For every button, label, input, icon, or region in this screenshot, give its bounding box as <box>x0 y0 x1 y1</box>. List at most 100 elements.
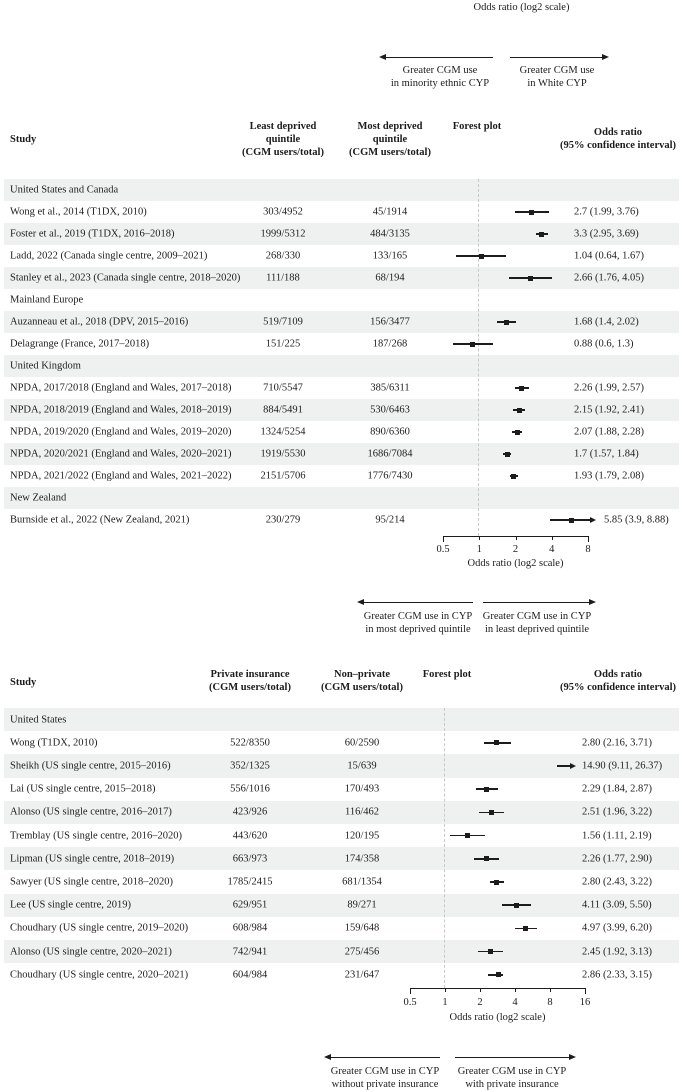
point-estimate-marker <box>494 879 500 885</box>
study-row: Choudhary (US single centre, 2019–2020) 6… <box>4 917 679 940</box>
study-row: Auzanneau et al., 2018 (DPV, 2015–2016) 5… <box>4 311 679 333</box>
count-col3: 15/639 <box>347 760 377 772</box>
count-col2: 151/225 <box>265 338 301 350</box>
study-row: Tremblay (US single centre, 2016–2020) 44… <box>4 824 679 847</box>
count-col3: 681/1354 <box>342 876 382 888</box>
study-column-header: Study <box>10 677 37 688</box>
count-col3: 133/165 <box>372 250 408 262</box>
count-col3: 187/268 <box>372 338 408 350</box>
study-label: Lee (US single centre, 2019) <box>10 899 132 911</box>
point-estimate-marker <box>516 407 522 413</box>
study-label: Foster et al., 2019 (T1DX, 2016–2018) <box>10 228 175 240</box>
point-estimate-marker <box>539 231 545 237</box>
study-row: Delagrange (France, 2017–2018) 151/225 187… <box>4 333 679 355</box>
study-label: Alonso (US single centre, 2020–2021) <box>10 946 172 958</box>
deprivation-forest-plot: Study Least deprived quintile (CGM users… <box>0 118 683 580</box>
right-direction-label: Greater CGM use in CYP with private insu… <box>457 1066 567 1090</box>
point-estimate-marker <box>487 949 493 955</box>
point-estimate-marker <box>569 517 575 523</box>
insurance-forest-plot: Study Private insurance (CGM users/total… <box>0 668 683 1028</box>
point-estimate-marker <box>478 253 484 259</box>
count-col2: 1324/5254 <box>260 426 306 438</box>
study-label: Sawyer (US single centre, 2018–2020) <box>10 876 174 888</box>
least-deprived-column-header: Least deprived quintile (CGM users/total… <box>242 121 324 158</box>
private-insurance-column-header: Private insurance (CGM users/total) <box>209 669 291 693</box>
odds-ratio-text: 2.80 (2.16, 3.71) <box>582 737 652 749</box>
left-arrow-icon <box>357 599 473 605</box>
study-row: Burnside et al., 2022 (New Zealand, 2021… <box>4 509 679 531</box>
odds-ratio-text: 1.7 (1.57, 1.84) <box>574 448 639 460</box>
point-estimate-marker <box>464 833 470 839</box>
count-col2: 519/7109 <box>263 316 303 328</box>
odds-ratio-text: 2.7 (1.99, 3.76) <box>574 206 639 218</box>
odds-ratio-text: 2.29 (1.84, 2.87) <box>582 783 652 795</box>
study-row: Sheikh (US single centre, 2015–2016) 352/… <box>4 754 679 778</box>
study-row: NPDA, 2017/2018 (England and Wales, 2017… <box>4 377 679 399</box>
odds-ratio-text: 2.45 (1.92, 3.13) <box>582 946 652 958</box>
odds-ratio-text: 4.11 (3.09, 5.50) <box>582 899 652 911</box>
study-row: Sawyer (US single centre, 2018–2020) 1785… <box>4 870 679 893</box>
reference-line <box>444 708 445 988</box>
forest-plot-column-header: Forest plot <box>452 121 502 132</box>
study-label: Stanley et al., 2023 (Canada single cent… <box>10 272 241 284</box>
study-row: NPDA, 2019/2020 (England and Wales, 2019… <box>4 421 679 443</box>
study-row: Wong et al., 2014 (T1DX, 2010) 303/4952 45… <box>4 201 679 223</box>
point-estimate-marker <box>484 786 490 792</box>
top-axis-label: Odds ratio (log2 scale) <box>473 2 570 13</box>
point-estimate-marker <box>488 809 494 815</box>
odds-ratio-column-header: Odds ratio (95% confidence interval) <box>559 127 677 151</box>
odds-ratio-text: 2.86 (2.33, 3.15) <box>582 969 652 981</box>
count-col3: 116/462 <box>344 806 380 818</box>
x-axis-tick <box>479 536 481 540</box>
odds-ratio-text: 2.26 (1.99, 2.57) <box>574 382 644 394</box>
count-col3: 45/1914 <box>372 206 408 218</box>
x-axis-tick-label: 8 <box>547 997 553 1008</box>
count-col3: 95/214 <box>375 514 405 526</box>
count-col3: 890/6360 <box>370 426 410 438</box>
odds-ratio-text: 2.07 (1.88, 2.28) <box>574 426 644 438</box>
offscale-arrow-icon <box>570 762 576 769</box>
odds-ratio-text: 2.15 (1.92, 2.41) <box>574 404 644 416</box>
count-col2: 663/973 <box>232 853 268 865</box>
x-axis-tick <box>551 536 553 540</box>
count-col2: 556/1016 <box>230 783 270 795</box>
x-axis-tick <box>515 988 516 992</box>
odds-ratio-text: 2.80 (2.43, 3.22) <box>582 876 652 888</box>
count-col2: 1785/2415 <box>227 876 273 888</box>
study-label: Lipman (US single centre, 2018–2019) <box>10 853 175 865</box>
study-label: NPDA, 2021/2022 (England and Wales, 2021… <box>10 470 232 482</box>
non-private-column-header: Non–private (CGM users/total) <box>321 669 403 693</box>
x-axis-tick <box>410 988 411 994</box>
study-label: NPDA, 2019/2020 (England and Wales, 2019… <box>10 426 232 438</box>
point-estimate-marker <box>495 972 501 978</box>
x-axis-tick <box>550 988 551 992</box>
count-col2: 1999/5312 <box>260 228 306 240</box>
count-col2: 268/330 <box>265 250 301 262</box>
study-label: NPDA, 2020/2021 (England and Wales, 2020… <box>10 448 232 460</box>
count-col2: 1919/5530 <box>260 448 306 460</box>
x-axis-label: Odds ratio (log2 scale) <box>449 1012 546 1023</box>
study-label: Burnside et al., 2022 (New Zealand, 2021… <box>10 514 190 526</box>
count-col3: 275/456 <box>344 946 380 958</box>
count-col2: 629/951 <box>232 899 268 911</box>
count-col2: 230/279 <box>265 514 301 526</box>
left-arrow-icon <box>379 54 493 60</box>
count-col2: 443/620 <box>232 830 268 842</box>
study-label: Ladd, 2022 (Canada single centre, 2009–2… <box>10 250 208 262</box>
study-row: Stanley et al., 2023 (Canada single cent… <box>4 267 679 289</box>
study-row: Lipman (US single centre, 2018–2019) 663/… <box>4 847 679 871</box>
most-deprived-column-header: Most deprived quintile (CGM users/total) <box>349 121 431 158</box>
point-estimate-marker <box>504 451 510 457</box>
count-col2: 604/984 <box>232 969 268 981</box>
left-direction-label: Greater CGM use in CYP without private i… <box>330 1066 440 1090</box>
x-axis-tick-label: 1 <box>476 544 482 555</box>
point-estimate-marker <box>527 275 533 281</box>
point-estimate-marker <box>494 740 500 746</box>
left-direction-label: Greater CGM use in minority ethnic CYP <box>390 65 490 89</box>
study-label: Wong (T1DX, 2010) <box>10 737 98 749</box>
odds-ratio-text: 1.93 (1.79, 2.08) <box>574 470 644 482</box>
count-col3: 170/493 <box>344 783 380 795</box>
odds-ratio-text: 2.51 (1.96, 3.22) <box>582 806 652 818</box>
study-label: Alonso (US single centre, 2016–2017) <box>10 806 172 818</box>
